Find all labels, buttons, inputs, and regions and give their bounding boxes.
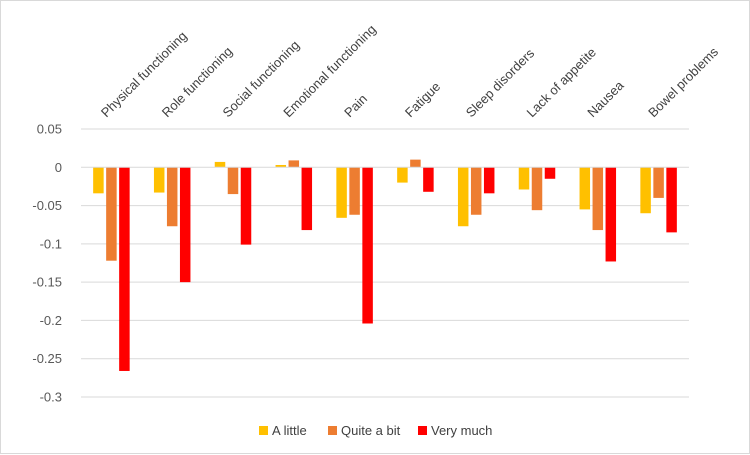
y-tick-label: 0 <box>55 160 62 175</box>
bar-quite-a-bit <box>106 167 117 261</box>
bar-quite-a-bit <box>227 167 239 195</box>
bar-very-much <box>423 167 434 192</box>
bar-very-much <box>362 167 373 324</box>
bar-very-much <box>544 167 556 179</box>
bar-a-little <box>214 161 226 168</box>
legend-swatch <box>259 426 268 435</box>
bar-a-little <box>275 164 287 168</box>
bar-very-much <box>179 167 191 283</box>
bar-very-much <box>240 167 252 245</box>
bar-a-little <box>457 167 469 227</box>
bar-quite-a-bit <box>592 167 604 231</box>
bar-quite-a-bit <box>653 167 664 198</box>
y-tick-label: -0.1 <box>40 236 62 251</box>
bars <box>93 159 677 371</box>
category-label: Fatigue <box>402 79 443 120</box>
bar-very-much <box>605 167 617 262</box>
bar-a-little <box>153 167 165 193</box>
y-axis-ticks: 0.05 0 -0.05 -0.1 -0.15 -0.2 -0.25 -0.3 <box>32 122 62 405</box>
bar-a-little <box>640 167 651 214</box>
legend-swatch <box>328 426 337 435</box>
y-tick-label: -0.25 <box>32 351 62 366</box>
y-tick-label: -0.05 <box>32 198 62 213</box>
y-tick-label: -0.3 <box>40 390 62 405</box>
bar-a-little <box>397 167 408 183</box>
bar-very-much <box>666 167 677 233</box>
y-tick-label: -0.2 <box>40 313 62 328</box>
bar-quite-a-bit <box>288 160 300 168</box>
legend: A little Quite a bit Very much <box>259 423 492 438</box>
bar-very-much <box>301 167 313 231</box>
bar-very-much <box>119 167 130 371</box>
bar-a-little <box>93 167 104 194</box>
legend-label: Quite a bit <box>341 423 401 438</box>
legend-swatch <box>418 426 427 435</box>
bar-a-little <box>336 167 347 218</box>
category-label: Pain <box>341 91 370 120</box>
legend-label: Very much <box>431 423 492 438</box>
y-tick-label: -0.15 <box>32 275 62 290</box>
bar-very-much <box>483 167 495 194</box>
bar-a-little <box>518 167 530 190</box>
bar-quite-a-bit <box>166 167 178 227</box>
bar-quite-a-bit <box>470 167 482 215</box>
y-tick-label: 0.05 <box>37 122 62 137</box>
bar-quite-a-bit <box>410 159 421 168</box>
bar-quite-a-bit <box>531 167 543 211</box>
bar-a-little <box>579 167 591 210</box>
bar-quite-a-bit <box>349 167 360 215</box>
legend-label: A little <box>272 423 307 438</box>
category-label: Bowel problems <box>645 44 721 120</box>
category-label: Nausea <box>584 77 627 120</box>
